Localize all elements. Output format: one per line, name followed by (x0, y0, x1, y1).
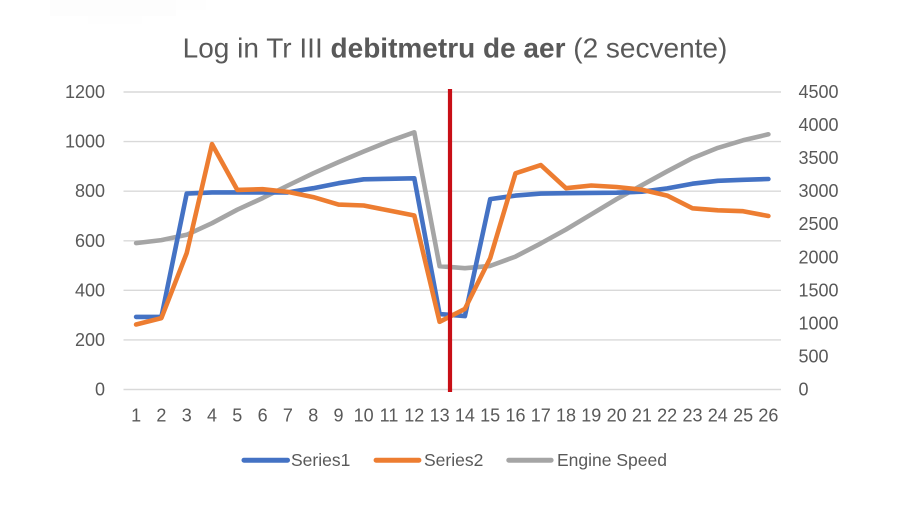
svg-text:10: 10 (354, 406, 374, 426)
svg-text:26: 26 (758, 406, 778, 426)
svg-text:1000: 1000 (799, 313, 839, 333)
svg-text:600: 600 (75, 231, 105, 251)
svg-text:Series1: Series1 (291, 450, 350, 470)
svg-text:9: 9 (333, 406, 343, 426)
svg-text:11: 11 (380, 406, 399, 426)
svg-text:1200: 1200 (65, 82, 105, 102)
svg-text:6: 6 (258, 406, 268, 426)
svg-text:3000: 3000 (799, 181, 839, 201)
svg-text:1500: 1500 (799, 280, 839, 300)
svg-text:15: 15 (480, 406, 500, 426)
svg-text:8: 8 (308, 406, 318, 426)
svg-text:21: 21 (632, 406, 652, 426)
svg-text:2500: 2500 (799, 214, 839, 234)
svg-text:0: 0 (95, 380, 105, 400)
svg-text:0: 0 (799, 380, 809, 400)
svg-text:13: 13 (430, 406, 450, 426)
svg-text:22: 22 (657, 406, 677, 426)
svg-text:1: 1 (131, 406, 141, 426)
svg-text:4: 4 (207, 406, 217, 426)
svg-text:3: 3 (182, 406, 192, 426)
svg-text:16: 16 (505, 406, 525, 426)
svg-text:4500: 4500 (799, 82, 839, 102)
svg-text:2: 2 (156, 406, 166, 426)
svg-text:200: 200 (75, 330, 105, 350)
svg-text:20: 20 (607, 406, 627, 426)
svg-text:500: 500 (799, 346, 829, 366)
svg-text:5: 5 (232, 406, 242, 426)
svg-text:3500: 3500 (799, 148, 839, 168)
svg-text:1000: 1000 (65, 132, 105, 152)
svg-text:400: 400 (75, 280, 105, 300)
svg-text:25: 25 (733, 406, 753, 426)
svg-text:Engine Speed: Engine Speed (557, 450, 667, 470)
svg-text:4000: 4000 (799, 115, 839, 135)
svg-text:14: 14 (455, 406, 475, 426)
svg-text:18: 18 (556, 406, 576, 426)
svg-text:2000: 2000 (799, 247, 839, 267)
svg-text:7: 7 (283, 406, 293, 426)
svg-text:800: 800 (75, 181, 105, 201)
svg-text:24: 24 (708, 406, 728, 426)
svg-text:12: 12 (404, 406, 424, 426)
svg-text:Series2: Series2 (424, 450, 483, 470)
svg-text:19: 19 (581, 406, 601, 426)
svg-text:23: 23 (682, 406, 702, 426)
svg-text:Log in Tr III debitmetru de ae: Log in Tr III debitmetru de aer (2 secve… (183, 33, 728, 64)
svg-text:17: 17 (531, 406, 551, 426)
